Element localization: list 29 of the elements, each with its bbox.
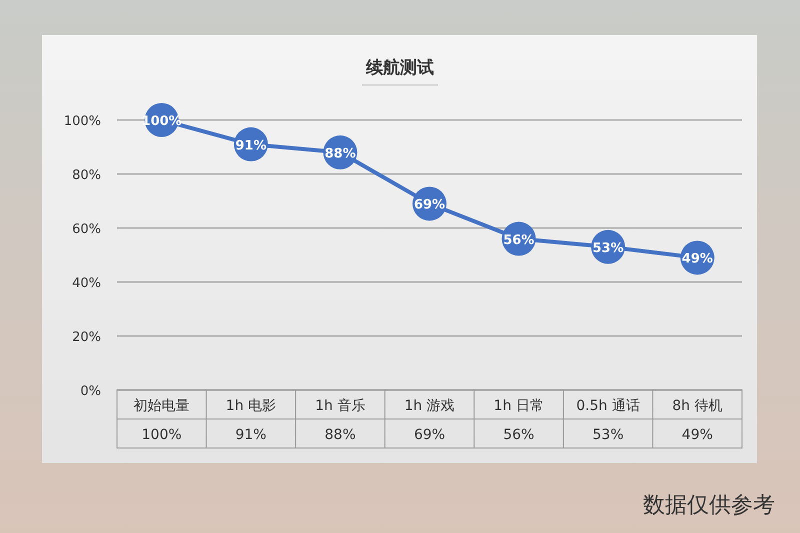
text: 53%	[592, 240, 624, 256]
x-tick-label: 初始电量	[134, 398, 190, 414]
x-tick-label: 1h 游戏	[404, 398, 455, 414]
x-tick-label: 8h 待机	[672, 398, 722, 414]
y-tick-label: 80%	[72, 168, 101, 183]
x-tick-label: 1h 音乐	[315, 398, 366, 414]
text: 100%	[142, 114, 182, 129]
x-tick-label: 1h 电影	[226, 398, 276, 414]
text: 69%	[414, 198, 446, 213]
y-tick-label: 20%	[72, 330, 101, 345]
data-label: 53%	[592, 427, 624, 443]
chart-title: 续航测试	[365, 58, 434, 78]
y-tick-label: 100%	[64, 114, 101, 129]
text: 49%	[682, 252, 713, 267]
y-tick-label: 60%	[72, 222, 101, 237]
y-tick-label: 40%	[72, 276, 101, 291]
x-tick-label: 0.5h 通话	[576, 398, 640, 414]
x-tick-label: 1h 日常	[494, 398, 544, 414]
data-label: 100%	[142, 427, 182, 443]
text: 91%	[235, 138, 266, 154]
text: 88%	[324, 146, 356, 162]
data-label: 49%	[682, 427, 713, 443]
text: 56%	[503, 232, 534, 248]
y-tick-label: 0%	[80, 384, 101, 399]
data-label: 91%	[235, 427, 266, 443]
data-label: 88%	[324, 427, 356, 443]
data-label: 69%	[414, 427, 446, 443]
data-label: 56%	[503, 427, 534, 443]
text: 数据仅供参考	[643, 493, 775, 518]
